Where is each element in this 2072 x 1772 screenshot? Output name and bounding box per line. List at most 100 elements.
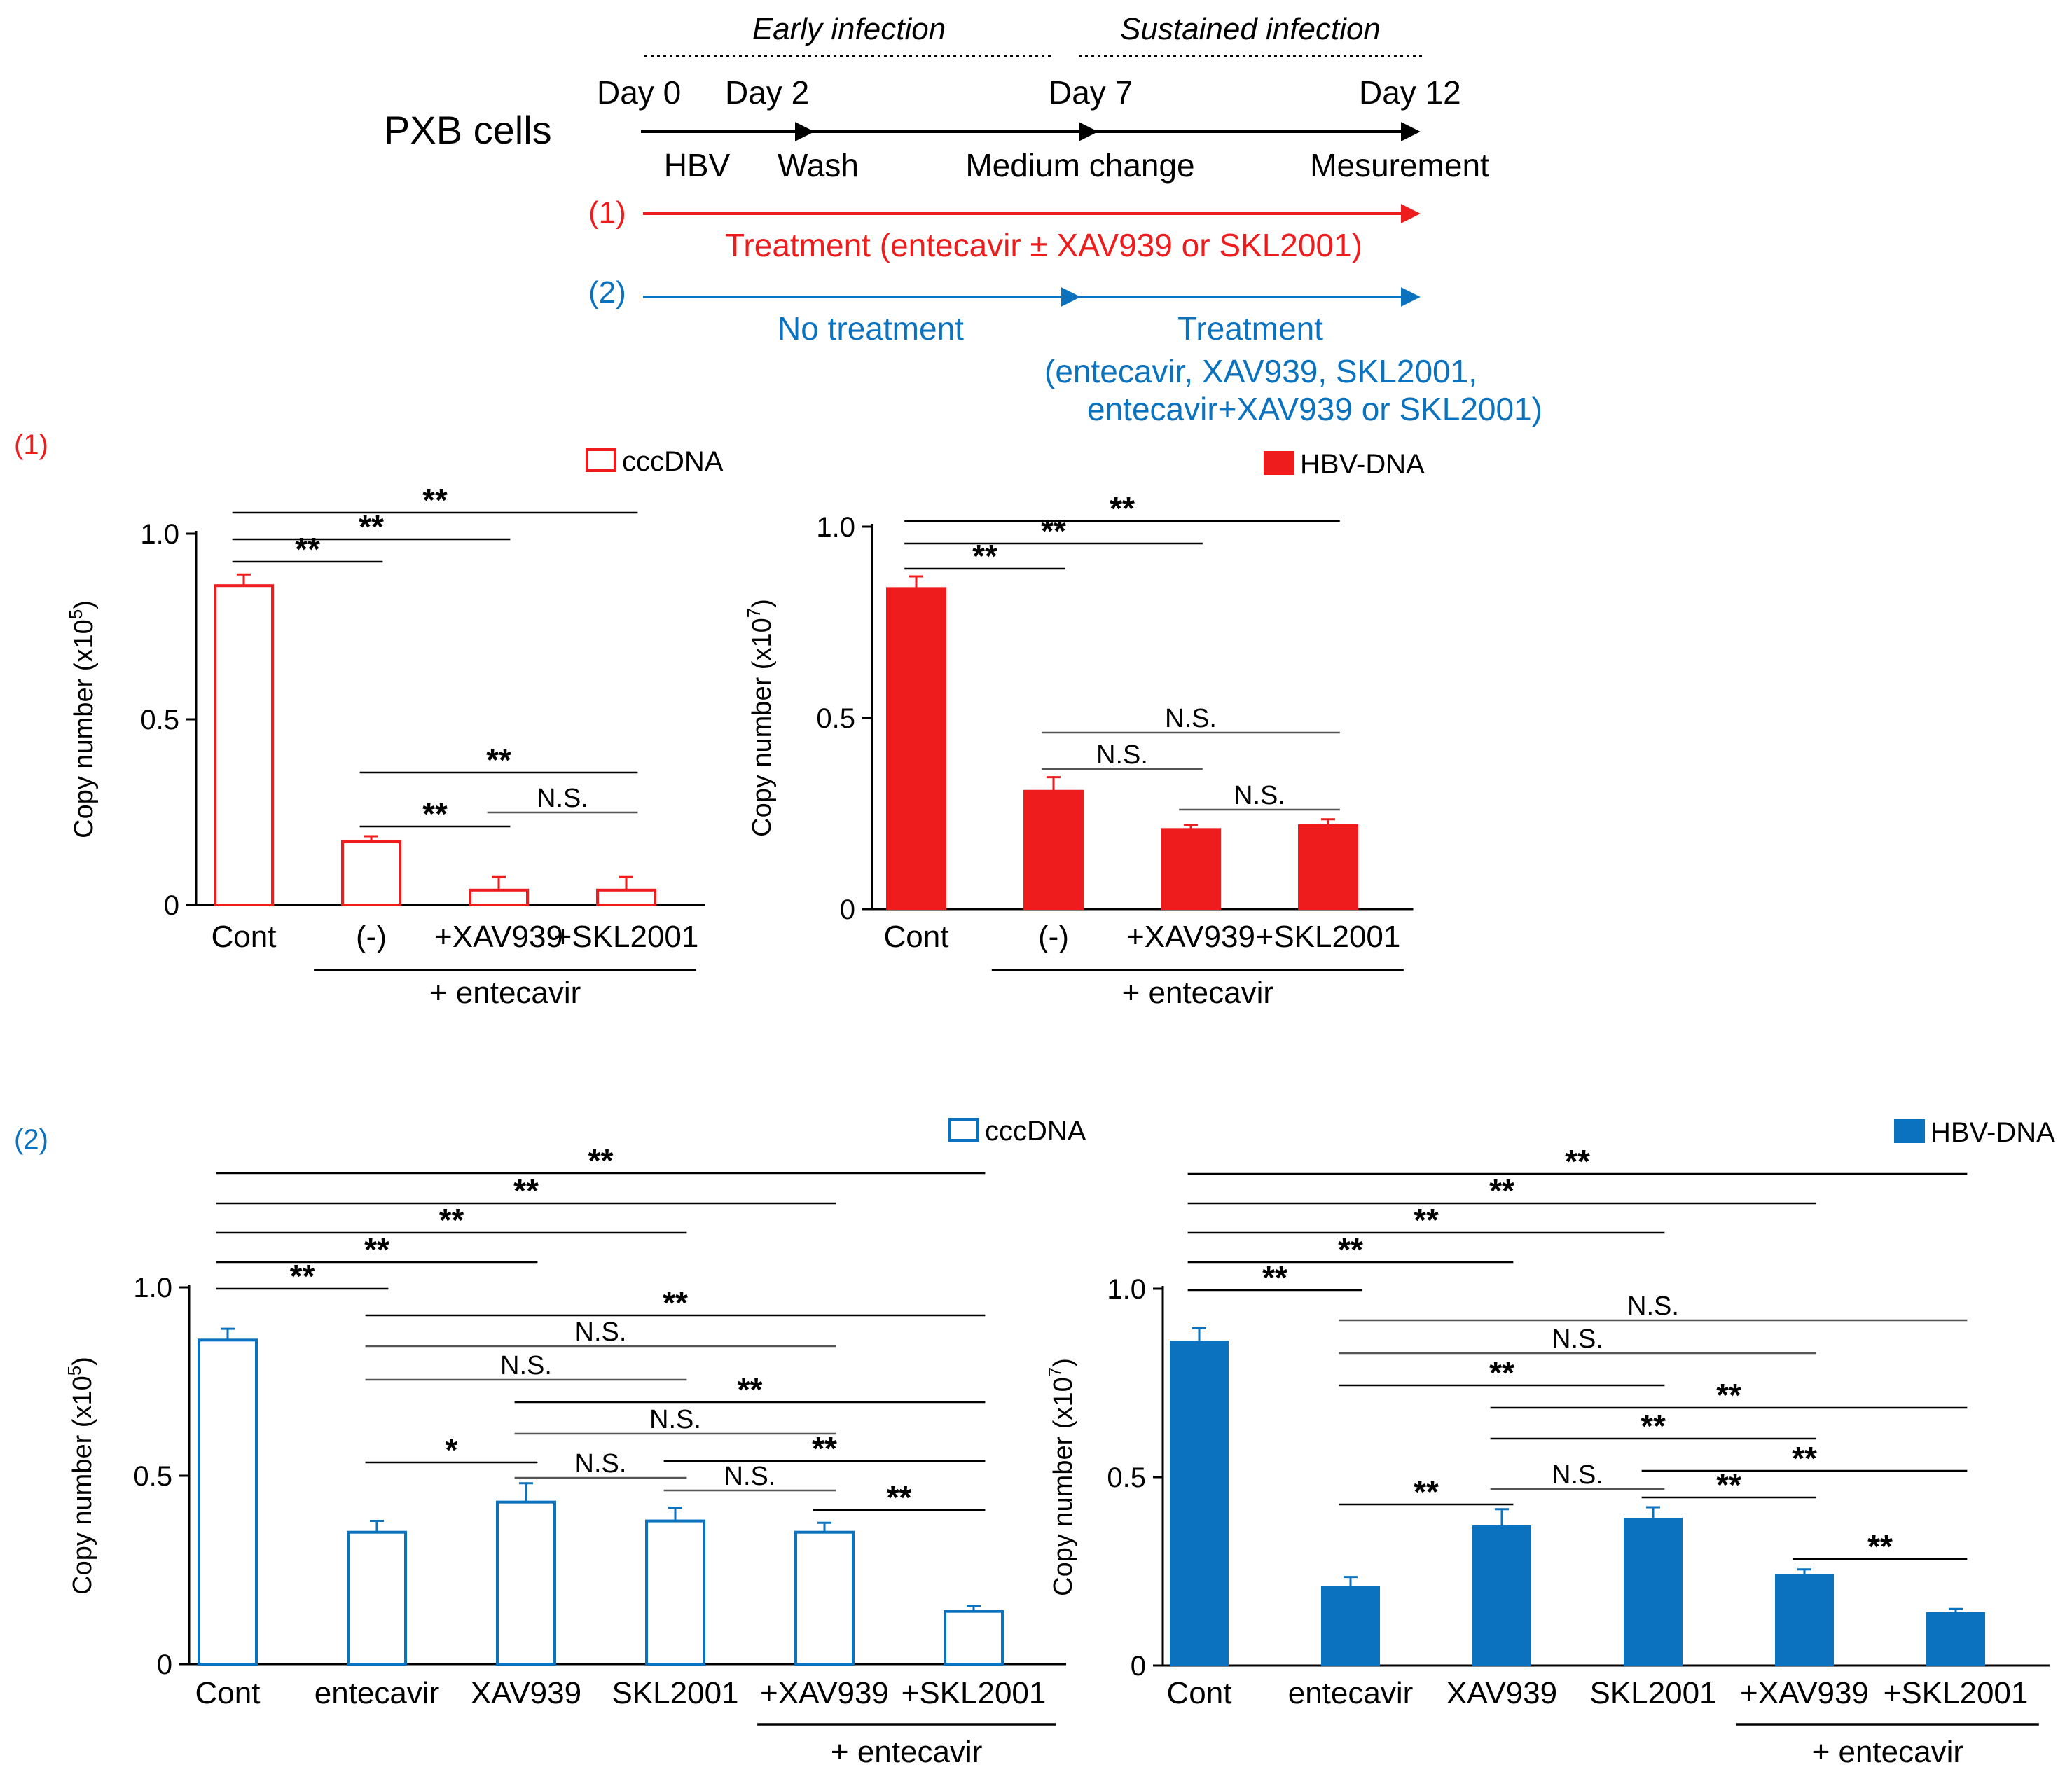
bar-4 (645, 1519, 705, 1666)
entecavir-bracket-label: + entecavir (1122, 976, 1273, 1010)
entecavir-bracket-label: + entecavir (429, 976, 581, 1010)
x-category-label: +SKL2001 (1884, 1676, 2029, 1710)
entecavir-bracket-label: + entecavir (1812, 1735, 1963, 1769)
significance-label: ** (364, 1231, 389, 1268)
cells-label: PXB cells (384, 108, 552, 152)
bar-3 (1161, 828, 1221, 910)
bar-4 (1624, 1518, 1683, 1666)
legend-label: HBV-DNA (1931, 1117, 2055, 1148)
bar-2 (341, 840, 401, 907)
significance-label: N.S. (1627, 1292, 1679, 1321)
significance-label: ** (812, 1430, 837, 1467)
chart-protocol2-cccdna: 0 0.5 1.0 Copy number (x105) Cont entecavir XA… (64, 1116, 1086, 1769)
significance-label: * (446, 1432, 458, 1468)
y-tick-label: 0.5 (816, 703, 855, 734)
protocol-2-label: (2) (588, 275, 626, 310)
significance-label: ** (290, 1258, 315, 1294)
bar-6 (944, 1610, 1004, 1666)
y-tick-label: 1.0 (1107, 1274, 1146, 1305)
early-infection-label: Early infection (752, 12, 946, 46)
x-category-label: +XAV939 (1740, 1676, 1869, 1710)
x-category-label: +SKL2001 (902, 1676, 1047, 1710)
significance-label: ** (422, 796, 448, 832)
significance-label: ** (1489, 1172, 1514, 1209)
significance-label: ** (1414, 1474, 1439, 1510)
significance-label: N.S. (500, 1351, 552, 1380)
y-tick-label: 1.0 (816, 512, 855, 543)
event-wash-label: Wash (778, 147, 859, 184)
significance-label: ** (887, 1479, 912, 1516)
bar-6 (1926, 1612, 1985, 1666)
bar-1 (214, 584, 274, 906)
y-tick-label: 0 (157, 1649, 172, 1680)
protocol-2-treatment-line-1: (entecavir, XAV939, SKL2001, (1044, 353, 1477, 389)
y-tick-label: 0 (840, 894, 855, 925)
bar-2 (347, 1530, 407, 1666)
x-category-label: entecavir (1288, 1676, 1414, 1710)
significance-label: ** (486, 742, 511, 778)
significance-label: ** (1867, 1528, 1893, 1565)
significance-label: ** (738, 1371, 763, 1408)
section-2-label: (2) (14, 1124, 48, 1155)
y-axis-title: Copy number (x105) (65, 600, 99, 838)
x-category-label: SKL2001 (612, 1676, 738, 1710)
significance-label: ** (1716, 1377, 1741, 1413)
significance-label: ** (663, 1285, 688, 1321)
x-category-label: Cont (212, 920, 277, 954)
x-category-label: +XAV939 (760, 1676, 889, 1710)
y-tick-label: 1.0 (140, 519, 179, 550)
legend-swatch (1894, 1119, 1925, 1143)
bar-1 (1170, 1341, 1229, 1666)
significance-label: ** (359, 508, 384, 545)
protocol-2-no-treatment-label: No treatment (778, 310, 964, 347)
x-category-label: entecavir (315, 1676, 440, 1710)
significance-label: N.S. (1552, 1460, 1603, 1490)
section-1-label: (1) (14, 429, 48, 460)
protocol-1-label: (1) (588, 195, 626, 230)
significance-label: ** (1489, 1355, 1514, 1391)
x-category-label: (-) (356, 920, 387, 954)
protocol-2-treatment-title: Treatment (1177, 310, 1323, 347)
sustained-infection-label: Sustained infection (1120, 12, 1381, 46)
legend-swatch (586, 448, 616, 472)
y-tick-label: 0.5 (133, 1461, 172, 1492)
day-12-label: Day 12 (1359, 74, 1461, 111)
bar-4 (596, 888, 656, 907)
bar-1 (198, 1338, 258, 1666)
bar-5 (794, 1530, 855, 1666)
legend-swatch (948, 1118, 979, 1142)
significance-label: ** (295, 531, 320, 567)
protocol-2-treatment-line-2: entecavir+XAV939 or SKL2001) (1087, 391, 1542, 427)
day-2-label: Day 2 (725, 74, 809, 111)
y-tick-label: 1.0 (133, 1273, 172, 1303)
significance-label: N.S. (724, 1462, 776, 1491)
x-category-label: Cont (884, 920, 949, 954)
x-category-label: Cont (1167, 1676, 1232, 1710)
x-category-label: SKL2001 (1589, 1676, 1716, 1710)
significance-label: ** (1414, 1202, 1439, 1238)
bar-3 (469, 888, 529, 907)
significance-label: ** (1716, 1467, 1741, 1503)
entecavir-bracket-label: + entecavir (831, 1735, 982, 1769)
day-7-label: Day 7 (1049, 74, 1133, 111)
significance-label: ** (1262, 1259, 1287, 1296)
legend-label: HBV-DNA (1300, 449, 1425, 480)
significance-label: ** (513, 1172, 539, 1209)
bar-3 (496, 1500, 556, 1666)
bar-4 (1298, 824, 1358, 911)
x-category-label: +XAV939 (434, 920, 563, 954)
significance-label: N.S. (1552, 1324, 1603, 1354)
protocol-1-treatment-label: Treatment (entecavir ± XAV939 or SKL2001… (725, 227, 1362, 263)
event-hbv-label: HBV (664, 147, 731, 184)
y-tick-label: 0.5 (140, 705, 179, 735)
x-category-label: XAV939 (471, 1676, 581, 1710)
significance-label: N.S. (649, 1405, 701, 1434)
x-category-label: (-) (1038, 920, 1069, 954)
y-axis-title: Copy number (x105) (64, 1357, 97, 1595)
y-axis-title: Copy number (x107) (743, 599, 777, 837)
significance-label: ** (1041, 513, 1066, 549)
y-tick-label: 0.5 (1107, 1462, 1146, 1493)
